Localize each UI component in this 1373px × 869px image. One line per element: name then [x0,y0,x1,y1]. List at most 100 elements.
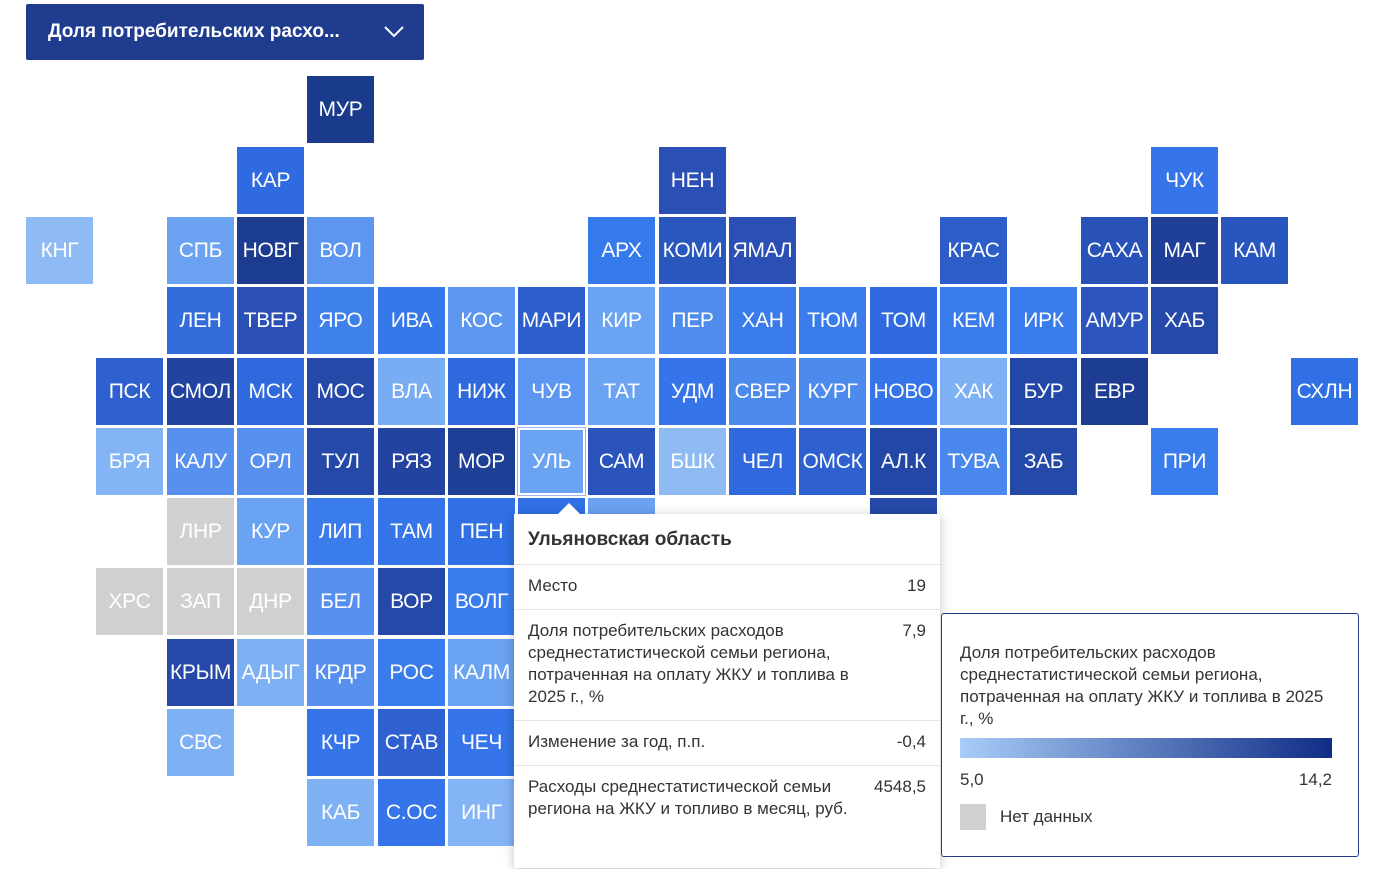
region-tile[interactable]: КНГ [26,217,93,284]
region-tile[interactable]: ЛЕН [167,287,234,354]
region-tile[interactable]: ПЕР [659,287,726,354]
region-tile[interactable]: СВЕР [729,358,796,425]
indicator-dropdown[interactable]: Доля потребительских расхо... [26,4,424,60]
region-tile[interactable]: СХЛН [1291,358,1358,425]
region-tile[interactable]: КАЛУ [167,428,234,495]
region-tile[interactable]: РЯЗ [378,428,445,495]
region-tile[interactable]: МАГ [1151,217,1218,284]
region-tile[interactable]: ТОМ [870,287,937,354]
region-tile[interactable]: ПСК [96,358,163,425]
region-tile[interactable]: ВОЛГ [448,568,515,635]
region-tile[interactable]: АРХ [588,217,655,284]
region-tile[interactable]: ВЛА [378,358,445,425]
tooltip-arrow [558,503,580,514]
region-tile[interactable]: ЗАБ [1010,428,1077,495]
region-tile[interactable]: ПРИ [1151,428,1218,495]
region-tile[interactable]: БЕЛ [307,568,374,635]
region-tile[interactable]: ЧУК [1151,147,1218,214]
region-tile[interactable]: КРАС [940,217,1007,284]
region-tile[interactable]: СПБ [167,217,234,284]
region-tile[interactable]: ЧУВ [518,358,585,425]
region-tile[interactable]: ЯМАЛ [729,217,796,284]
tooltip-row-expenses: Расходы среднестатистической семьи регио… [514,766,940,832]
tooltip-title: Ульяновская область [514,514,940,565]
region-tile[interactable]: УЛЬ [518,428,585,495]
region-tile[interactable]: БШК [659,428,726,495]
region-tile[interactable]: КАР [237,147,304,214]
region-tile[interactable]: ЯРО [307,287,374,354]
region-tile[interactable]: КЕМ [940,287,1007,354]
region-tile[interactable]: УДМ [659,358,726,425]
region-tile[interactable]: БРЯ [96,428,163,495]
region-tile[interactable]: КИР [588,287,655,354]
region-tile[interactable]: КЧР [307,709,374,776]
region-tile[interactable]: ИРК [1010,287,1077,354]
tooltip-row-rank: Место 19 [514,565,940,610]
region-tile[interactable]: ИВА [378,287,445,354]
region-tile[interactable]: ЗАП [167,568,234,635]
region-tile[interactable]: ТУВА [940,428,1007,495]
region-tile[interactable]: СТАВ [378,709,445,776]
region-tile[interactable]: КУРГ [799,358,866,425]
region-tile[interactable]: КОС [448,287,515,354]
region-tile[interactable]: ЧЕЧ [448,709,515,776]
region-tile[interactable]: НЕН [659,147,726,214]
region-tile[interactable]: КУР [237,498,304,565]
region-tile[interactable]: МОР [448,428,515,495]
region-tile[interactable]: АЛ.К [870,428,937,495]
region-tile[interactable]: ХАН [729,287,796,354]
region-tile[interactable]: ТУЛ [307,428,374,495]
chevron-down-icon [384,22,404,42]
region-tile[interactable]: ВОЛ [307,217,374,284]
region-tile[interactable]: ТВЕР [237,287,304,354]
region-tile[interactable]: САХА [1081,217,1148,284]
region-tile[interactable]: НОВГ [237,217,304,284]
legend-min-value: 5,0 [960,770,984,789]
region-tile[interactable]: НИЖ [448,358,515,425]
tooltip-row-label: Изменение за год, п.п. [528,732,706,751]
region-tile[interactable]: ВОР [378,568,445,635]
region-tile[interactable]: ИНГ [448,779,515,846]
region-tile[interactable]: СВС [167,709,234,776]
legend-gradient-bar [960,738,1332,758]
region-tile[interactable]: БУР [1010,358,1077,425]
tooltip-row-value: 7,9 [902,621,926,640]
region-tile[interactable]: ТАМ [378,498,445,565]
region-tile[interactable]: МАРИ [518,287,585,354]
region-tile[interactable]: ХРС [96,568,163,635]
region-tile[interactable]: АМУР [1081,287,1148,354]
region-tile[interactable]: ХАК [940,358,1007,425]
region-tile[interactable]: ЕВР [1081,358,1148,425]
region-tile[interactable]: МОС [307,358,374,425]
no-data-swatch [960,804,986,830]
region-tile[interactable]: КАБ [307,779,374,846]
region-tile[interactable]: ТЮМ [799,287,866,354]
region-tile[interactable]: КАМ [1221,217,1288,284]
region-tile[interactable]: ОРЛ [237,428,304,495]
region-tile[interactable]: САМ [588,428,655,495]
region-tile[interactable]: НОВО [870,358,937,425]
region-tile[interactable]: ДНР [237,568,304,635]
region-tile[interactable]: ТАТ [588,358,655,425]
region-tile[interactable]: ПЕН [448,498,515,565]
tooltip-row-label: Расходы среднестатистической семьи регио… [528,777,848,818]
region-tile[interactable]: ЧЕЛ [729,428,796,495]
region-tile[interactable]: КРДР [307,639,374,706]
region-tile[interactable]: ЛИП [307,498,374,565]
tooltip-row-share: Доля потребительских расходов среднестат… [514,610,940,721]
no-data-label: Нет данных [1000,807,1093,826]
region-tile[interactable]: ОМСК [799,428,866,495]
region-tile[interactable]: С.ОС [378,779,445,846]
region-tile[interactable]: СМОЛ [167,358,234,425]
region-tile[interactable]: РОС [378,639,445,706]
region-tile[interactable]: МСК [237,358,304,425]
region-tile[interactable]: ЛНР [167,498,234,565]
tooltip-row-label: Место [528,576,578,595]
region-tile[interactable]: МУР [307,76,374,143]
region-tile[interactable]: ХАБ [1151,287,1218,354]
region-tile[interactable]: КАЛМ [448,639,515,706]
region-tile[interactable]: КОМИ [659,217,726,284]
region-tile[interactable]: КРЫМ [167,639,234,706]
region-tile[interactable]: АДЫГ [237,639,304,706]
